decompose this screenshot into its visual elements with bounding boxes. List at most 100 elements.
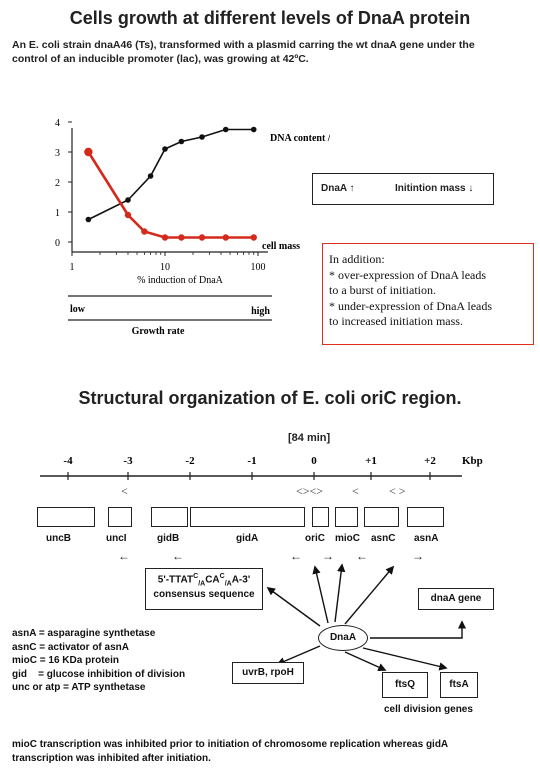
gene-box-asnc <box>364 507 399 527</box>
legend-item: asnA = asparagine synthetase <box>12 628 156 639</box>
data-point <box>222 234 229 241</box>
consensus-caption: consensus sequence <box>153 589 255 601</box>
callout-line-1: In addition: <box>329 252 385 266</box>
dnaa-initiation-box: DnaA ↑ Initintion mass ↓ <box>312 173 494 205</box>
uvrb-rpoh-box: uvrB, rpoH <box>232 662 304 684</box>
gene-label-uncb: uncB <box>46 533 71 544</box>
ftsq-box: ftsQ <box>382 672 428 698</box>
edge-to-ftsq <box>344 651 387 672</box>
gene-label-asnc: asnC <box>371 533 396 544</box>
y-tick-label: 2 <box>55 178 60 189</box>
gene-box-uncb <box>37 507 95 527</box>
legend-item: mioC = 16 KDa protein <box>12 655 119 666</box>
scale-ticks: -4 -3 -2 -1 0 +1 +2 Kbp <box>63 455 483 480</box>
scale-tick-label: -4 <box>63 455 73 467</box>
dnaa-gene-box: dnaA gene <box>418 588 494 610</box>
scale-unit: Kbp <box>462 455 483 467</box>
y-tick-label: 3 <box>55 148 60 159</box>
data-point <box>162 146 168 152</box>
intro-line-1: An E. coli strain dnaA46 (Ts), transform… <box>12 39 475 51</box>
callout-line-3: to a burst of initiation. <box>329 283 436 297</box>
gene-box-gida <box>190 507 305 527</box>
edge-to-oric <box>312 565 329 624</box>
transcription-arrow-right-icon: → <box>412 549 424 563</box>
data-point <box>85 216 92 223</box>
edge-to-ftsa <box>362 647 448 671</box>
orie-map: -4 -3 -2 -1 0 +1 +2 Kbp < <><> < < > ← ← ← → ← … <box>40 455 483 563</box>
gene-box-oric <box>312 507 329 527</box>
gene-label-oric: oriC <box>305 533 325 544</box>
callout-line-5: to increased initiation mass. <box>329 314 463 328</box>
series-label-dna: DNA content / cell <box>270 133 330 144</box>
gene-label-mioc: mioC <box>335 533 360 544</box>
gene-box-gidb <box>151 507 188 527</box>
data-point <box>250 234 257 241</box>
transcription-arrow-left-icon: ← <box>356 549 368 563</box>
cell-division-genes-label: cell division genes <box>384 704 473 715</box>
series-layer <box>84 126 257 241</box>
edge-to-asnc <box>344 565 395 625</box>
edge-to-consensus <box>266 587 321 627</box>
consensus-part-1: 5'-TTAT <box>157 574 194 586</box>
transcription-arrow-right-icon: → <box>322 549 334 563</box>
series-line-mass <box>87 151 254 239</box>
edge-to-mioc <box>334 563 346 623</box>
gene-label-unci: uncI <box>106 533 127 544</box>
series-line-dna <box>88 128 254 221</box>
growth-high: high <box>251 306 270 317</box>
scale-tick-label: +1 <box>365 455 377 467</box>
data-point <box>178 234 185 241</box>
data-point <box>250 126 257 133</box>
arrowhead-left-icon: < <box>352 484 359 498</box>
data-point <box>199 134 205 140</box>
data-point <box>124 211 132 219</box>
callout-line-2: * over-expression of DnaA leads <box>329 267 487 282</box>
data-point <box>198 234 206 241</box>
arrowhead-left-icon: < <box>121 484 128 498</box>
x-axis-label: % induction of DnaA <box>137 275 224 286</box>
intro-line-2: control of an inducible promoter (lac), … <box>12 53 309 65</box>
gene-box-mioc <box>335 507 358 527</box>
legend-item: asnC = activator of asnA <box>12 641 129 653</box>
scale-tick-label: -3 <box>123 455 133 467</box>
map-position: [84 min] <box>288 432 331 444</box>
data-point <box>125 197 131 203</box>
y-tick-label: 0 <box>55 238 60 249</box>
data-point <box>161 234 169 241</box>
consensus-box: 5'-TTATC/ACAC/AA-3' consensus sequence <box>145 568 263 610</box>
arrowhead-pair-icon: < > <box>389 484 406 498</box>
scale-tick-label: +2 <box>424 455 436 467</box>
y-ticks: 0 1 2 3 4 <box>55 118 72 249</box>
scale-tick-label: 0 <box>311 455 317 467</box>
consensus-sub-1: /A <box>198 580 206 588</box>
scale-tick-label: -2 <box>185 455 195 467</box>
growth-low: low <box>70 304 86 315</box>
gene-label-asna: asnA <box>414 533 439 544</box>
gene-label-gida: gidA <box>236 533 259 544</box>
y-tick-label: 1 <box>55 208 60 219</box>
consensus-part-3: A-3' <box>231 574 251 586</box>
x-tick-label: 1 <box>70 262 75 273</box>
arrowhead-pair-icon: <><> <box>296 484 323 498</box>
abbreviation-legend: asnA = asparagine synthetase asnC = acti… <box>12 627 185 695</box>
ftsa-box: ftsA <box>440 672 478 698</box>
section2-title: Structural organization of E. coli oriC … <box>78 388 462 408</box>
gene-box-asna <box>407 507 444 527</box>
edge-to-uvrb <box>276 645 321 666</box>
x-tick-label: 100 <box>251 262 266 273</box>
addition-callout: In addition: * over-expression of DnaA l… <box>322 243 534 345</box>
y-tick-label: 4 <box>55 118 60 129</box>
edge-to-dnaa-gene <box>370 620 467 639</box>
consensus-sup-1: C <box>193 573 199 580</box>
data-point <box>178 138 185 145</box>
dnaa-up-label: DnaA ↑ <box>321 183 355 194</box>
growth-rate-label: Growth rate <box>132 326 185 337</box>
transcription-arrow-left-icon: ← <box>290 549 302 563</box>
data-point <box>84 147 93 157</box>
legend-item: unc or atp = ATP synthetase <box>12 682 146 693</box>
consensus-part-2: CA <box>205 574 220 586</box>
dnaa-network <box>266 563 467 672</box>
data-point <box>141 228 148 235</box>
data-point <box>222 126 229 133</box>
data-point <box>147 173 154 179</box>
